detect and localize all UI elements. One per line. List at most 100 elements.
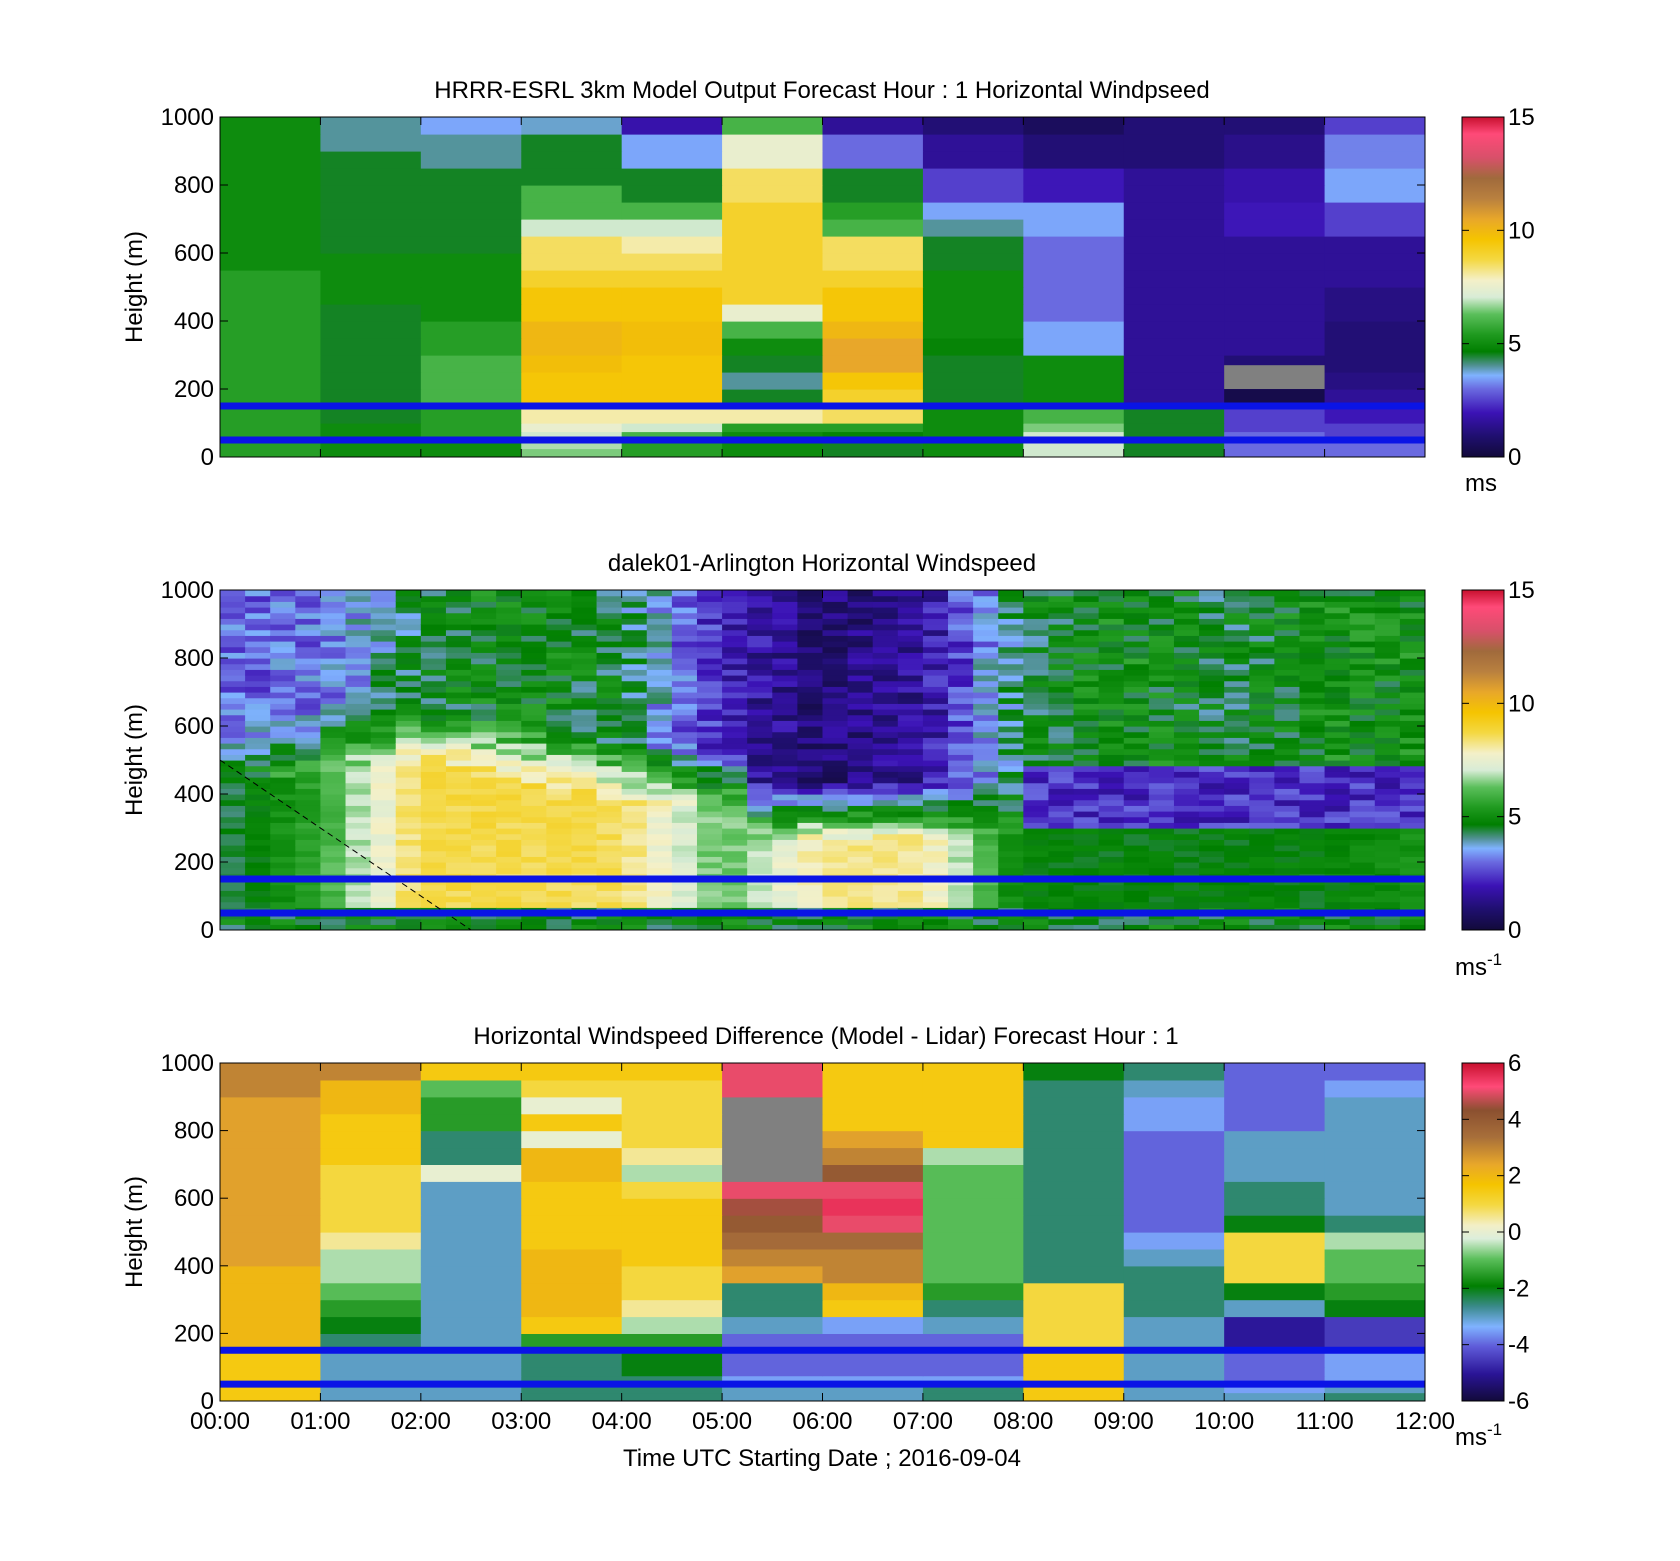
heatmap-cell — [1023, 652, 1050, 659]
heatmap-cell — [320, 1181, 422, 1199]
x-tick-label: 02:00 — [391, 1408, 451, 1435]
heatmap-cell — [596, 743, 623, 750]
heatmap-cell — [1274, 782, 1301, 789]
heatmap-cell — [772, 720, 798, 727]
heatmap-cell — [521, 867, 547, 874]
heatmap-cell — [220, 754, 246, 761]
heatmap-cell — [295, 663, 322, 670]
heatmap-cell — [822, 760, 849, 767]
heatmap-cell — [1199, 601, 1225, 608]
heatmap-cell — [897, 850, 924, 857]
heatmap-cell — [471, 652, 497, 659]
x-tick-label: 00:00 — [190, 1408, 250, 1435]
heatmap-cell — [1249, 743, 1275, 750]
heatmap-cell — [872, 782, 899, 789]
heatmap-cell — [772, 709, 798, 716]
heatmap-cell — [847, 686, 874, 693]
heatmap-cell — [420, 771, 447, 778]
heatmap-cell — [847, 618, 874, 625]
heatmap-cell — [420, 117, 522, 135]
heatmap-cell — [747, 901, 773, 908]
heatmap-cell — [1173, 828, 1200, 835]
heatmap-cell — [772, 884, 798, 891]
heatmap-cell — [295, 890, 322, 897]
heatmap-cell — [922, 743, 949, 750]
heatmap-cell — [445, 692, 472, 699]
heatmap-cell — [571, 839, 598, 846]
heatmap-cell — [1048, 607, 1075, 614]
heatmap-cell — [420, 168, 522, 186]
heatmap-cell — [722, 828, 748, 835]
heatmap-cell — [621, 287, 723, 305]
heatmap-cell — [1048, 850, 1075, 857]
heatmap-cell — [1224, 896, 1250, 903]
heatmap-cell — [1023, 590, 1050, 597]
heatmap-cell — [1299, 816, 1326, 823]
heatmap-cell — [1324, 1375, 1425, 1385]
heatmap-cell — [471, 771, 497, 778]
heatmap-cell — [1249, 760, 1275, 767]
heatmap-cell — [621, 389, 723, 407]
heatmap-cell — [948, 714, 974, 721]
heatmap-cell — [1148, 748, 1175, 755]
heatmap-cell — [1299, 680, 1326, 687]
heatmap-cell — [872, 822, 899, 829]
heatmap-cell — [270, 782, 296, 789]
heatmap-cell — [270, 703, 296, 710]
heatmap-cell — [1274, 748, 1301, 755]
heatmap-cell — [847, 743, 874, 750]
heatmap-cell — [1123, 595, 1150, 602]
heatmap-cell — [320, 1384, 422, 1394]
heatmap-cell — [220, 731, 246, 738]
heatmap-cell — [320, 440, 422, 450]
heatmap-cell — [1123, 423, 1225, 433]
heatmap-cell — [1048, 635, 1075, 642]
heatmap-cell — [1173, 777, 1200, 784]
heatmap-cell — [847, 663, 874, 670]
heatmap-cell — [1023, 134, 1125, 152]
heatmap-cell — [395, 743, 422, 750]
heatmap-cell — [471, 624, 497, 631]
heatmap-cell — [897, 884, 924, 891]
heatmap-cell — [1098, 845, 1125, 852]
heatmap-cell — [1224, 1282, 1326, 1301]
heatmap-cell — [1399, 714, 1425, 721]
heatmap-cell — [822, 612, 849, 619]
heatmap-cell — [596, 635, 623, 642]
heatmap-cell — [797, 663, 824, 670]
heatmap-cell — [245, 748, 271, 755]
heatmap-cell — [1374, 669, 1401, 676]
heatmap-cell — [722, 1384, 824, 1394]
heatmap-cell — [1224, 788, 1250, 795]
heatmap-cell — [445, 782, 472, 789]
heatmap-cell — [973, 590, 999, 597]
heatmap-cell — [270, 811, 296, 818]
heatmap-cell — [621, 726, 648, 733]
heatmap-cell — [998, 845, 1024, 852]
heatmap-cell — [220, 788, 246, 795]
heatmap-cell — [1023, 1316, 1125, 1334]
heatmap-cell — [973, 833, 999, 840]
heatmap-cell — [1399, 618, 1425, 625]
heatmap-cell — [521, 822, 547, 829]
heatmap-cell — [1224, 635, 1250, 642]
heatmap-cell — [395, 601, 422, 608]
heatmap-cell — [1123, 686, 1150, 693]
heatmap-cell — [1374, 760, 1401, 767]
heatmap-cell — [471, 663, 497, 670]
heatmap-cell — [420, 754, 447, 761]
heatmap-cell — [1048, 822, 1075, 829]
heatmap-cell — [496, 856, 522, 863]
heatmap-cell — [1349, 658, 1376, 665]
heatmap-cell — [1148, 703, 1175, 710]
heatmap-cell — [671, 731, 698, 738]
heatmap-cell — [395, 924, 422, 930]
heatmap-cell — [1048, 924, 1075, 930]
heatmap-cell — [1374, 884, 1401, 891]
heatmap-cell — [847, 590, 874, 597]
heatmap-cell — [1224, 389, 1326, 407]
heatmap-cell — [1399, 658, 1425, 665]
heatmap-cell — [1374, 618, 1401, 625]
heatmap-cell — [922, 612, 949, 619]
heatmap-cell — [1173, 601, 1200, 608]
